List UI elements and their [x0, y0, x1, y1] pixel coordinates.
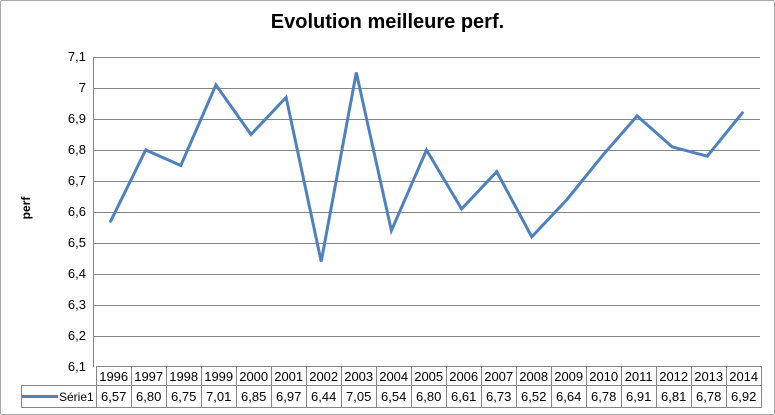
table-cell-value: 7,05 [340, 385, 377, 408]
table-legend-spacer [22, 367, 97, 386]
table-cell-year: 2010 [585, 366, 622, 386]
table-cell-year: 2012 [655, 366, 692, 386]
legend-cell: Série1 [21, 385, 97, 408]
table-cell-value: 7,01 [200, 385, 237, 408]
table-cell-value: 6,61 [445, 385, 482, 408]
table-cell-value: 6,54 [375, 385, 412, 408]
table-cell-value: 6,80 [130, 385, 167, 408]
table-cell-value: 6,78 [585, 385, 622, 408]
table-cell-year: 2013 [690, 366, 727, 386]
data-table: 1996 1997 1998 1999 2000 2001 2002 2003 2004 2005… [21, 366, 762, 408]
table-cell-year: 2007 [480, 366, 517, 386]
table-cell-year: 2004 [375, 366, 412, 386]
legend-line-sample-icon [22, 395, 58, 398]
table-cell-year: 2002 [305, 366, 342, 386]
table-cell-year: 2008 [515, 366, 552, 386]
table-cell-value: 6,75 [165, 385, 202, 408]
y-tick-label: 6,7 [67, 173, 86, 188]
y-tick-label: 7,1 [67, 49, 86, 64]
table-cell-year: 2009 [550, 366, 587, 386]
table-cell-year: 2014 [725, 366, 762, 386]
table-cell-year: 2005 [410, 366, 447, 386]
y-tick-label: 6,8 [67, 142, 86, 157]
table-cell-year: 2000 [235, 366, 272, 386]
y-tick-label: 6,4 [67, 266, 86, 281]
table-cell-year: 1999 [200, 366, 237, 386]
y-tick-label: 6,1 [67, 359, 86, 374]
plot-area [93, 57, 760, 367]
table-cell-year: 1997 [130, 366, 167, 386]
table-cell-value: 6,44 [305, 385, 342, 408]
table-cell-year: 2011 [620, 366, 657, 386]
y-tick-label: 7 [78, 80, 86, 95]
chart-title: Evolution meilleure perf. [270, 11, 505, 33]
table-row-values: Série1 6,57 6,80 6,75 7,01 6,85 6,97 6,44 7,05 6… [21, 385, 762, 408]
y-tick-label: 6,9 [67, 111, 86, 126]
table-cell-year: 2003 [340, 366, 377, 386]
legend-series-label: Série1 [59, 389, 94, 404]
table-cell-value: 6,85 [235, 385, 272, 408]
table-cell-year: 1998 [165, 366, 202, 386]
table-cell-value: 6,91 [620, 385, 657, 408]
table-cell-value: 6,64 [550, 385, 587, 408]
series-line [109, 72, 744, 262]
y-tick-label: 6,3 [67, 297, 86, 312]
table-cell-year: 1996 [95, 366, 132, 386]
table-cell-value: 6,92 [725, 385, 762, 408]
table-cell-value: 6,80 [410, 385, 447, 408]
table-cell-year: 2001 [270, 366, 307, 386]
y-tick-label: 6,5 [67, 235, 86, 250]
y-tick-label: 6,2 [67, 328, 86, 343]
table-cell-year: 2006 [445, 366, 482, 386]
y-tick-label: 6,6 [67, 204, 86, 219]
table-cell-value: 6,57 [95, 385, 132, 408]
table-cell-value: 6,52 [515, 385, 552, 408]
table-cell-value: 6,97 [270, 385, 307, 408]
table-row-years: 1996 1997 1998 1999 2000 2001 2002 2003 2004 2005… [22, 366, 762, 386]
table-cell-value: 6,81 [655, 385, 692, 408]
table-cell-value: 6,78 [690, 385, 727, 408]
table-cell-value: 6,73 [480, 385, 517, 408]
